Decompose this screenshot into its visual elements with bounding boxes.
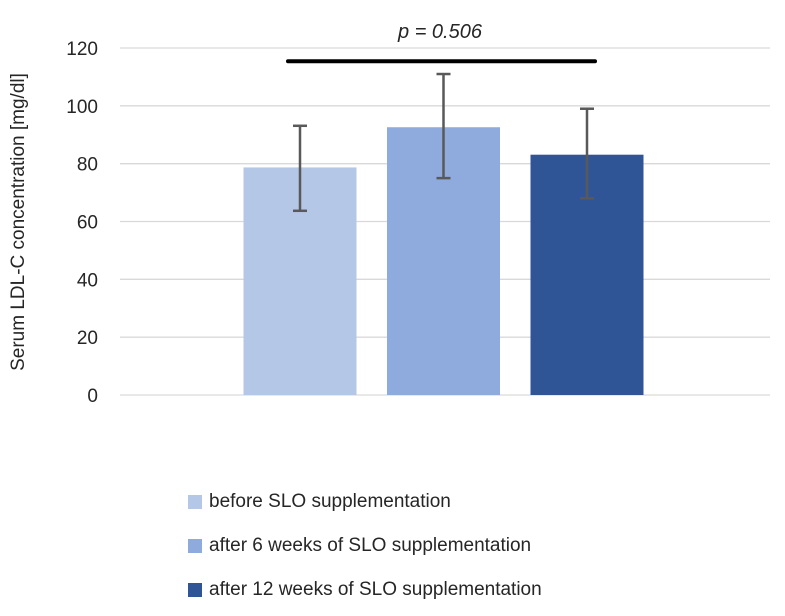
legend-item-6-weeks: after 6 weeks of SLO supplementation: [188, 524, 542, 568]
y-tick-label: 40: [77, 270, 98, 291]
legend: before SLO supplementation after 6 weeks…: [188, 480, 542, 612]
legend-label: before SLO supplementation: [209, 491, 451, 512]
y-axis-label: Serum LDL-C concentration [mg/dl]: [8, 73, 29, 371]
legend-swatch: [188, 583, 202, 597]
legend-item-before: before SLO supplementation: [188, 480, 542, 524]
p-value-label: p = 0.506: [397, 21, 483, 43]
y-tick-label: 100: [66, 97, 98, 118]
legend-label: after 12 weeks of SLO supplementation: [209, 579, 542, 600]
y-tick-label: 120: [66, 39, 98, 60]
legend-item-12-weeks: after 12 weeks of SLO supplementation: [188, 568, 542, 612]
y-tick-label: 60: [77, 213, 98, 234]
legend-label: after 6 weeks of SLO supplementation: [209, 535, 532, 556]
y-tick-label: 0: [87, 386, 98, 407]
y-tick-label: 20: [77, 328, 98, 349]
y-tick-label: 80: [77, 155, 98, 176]
bar-chart: 0 20 40 60 80 100 120 Serum LDL-C concentration…: [8, 21, 770, 407]
legend-swatch: [188, 495, 202, 509]
legend-swatch: [188, 539, 202, 553]
